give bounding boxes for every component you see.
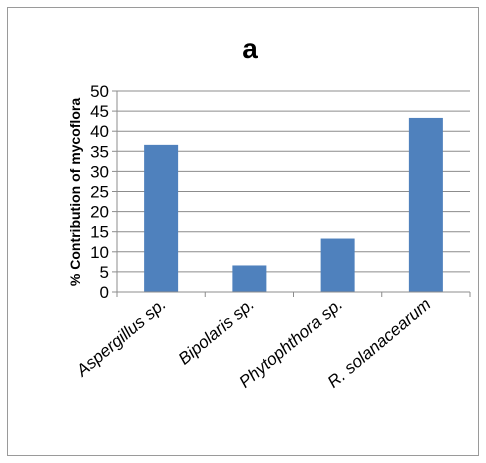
y-tick-label: 25 (90, 183, 109, 202)
bar-bipolaris-sp (232, 265, 267, 292)
bar-phytophthora-sp (320, 238, 355, 292)
bar-aspergillus-sp (144, 144, 179, 292)
y-tick-label: 50 (90, 82, 109, 101)
y-tick-label: 10 (90, 243, 109, 262)
y-tick-label: 15 (90, 223, 109, 242)
bar-r-solanacearum (408, 117, 443, 293)
y-tick-label: 45 (90, 102, 109, 121)
y-tick-label: 30 (90, 162, 109, 181)
y-tick-label: 35 (90, 142, 109, 161)
y-tick-label: 20 (90, 203, 109, 222)
y-axis-label: % Contribution of mycoflora (67, 98, 83, 286)
y-tick-label: 40 (90, 122, 109, 141)
y-tick-label: 0 (100, 283, 109, 302)
y-tick-label: 5 (100, 263, 109, 282)
x-category-label: Aspergillus sp. (72, 295, 170, 381)
chart-title: a (242, 33, 258, 64)
x-category-label: Bipolaris sp. (175, 295, 258, 369)
